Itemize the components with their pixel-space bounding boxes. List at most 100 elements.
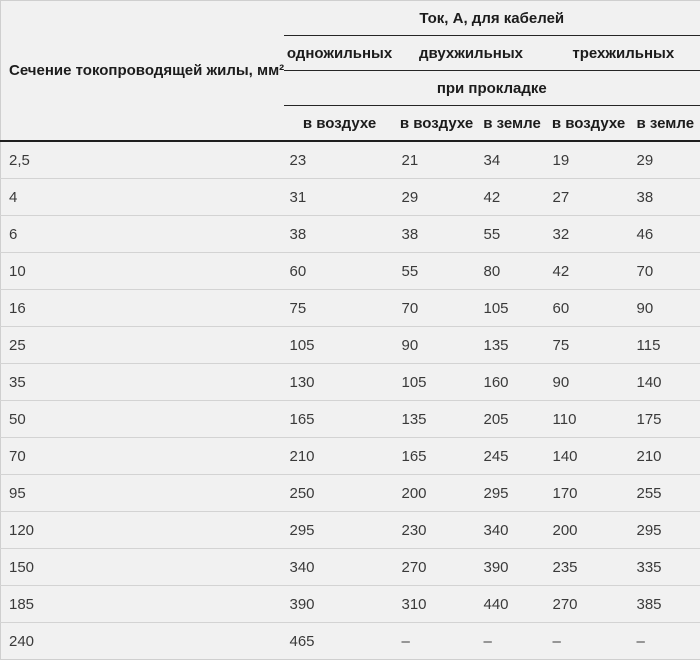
header-current-for-cables: Ток, А, для кабелей (284, 1, 700, 36)
current-value-cell: 23 (284, 141, 396, 179)
current-value-cell: 31 (284, 179, 396, 216)
current-value-cell: 135 (478, 327, 547, 364)
row-cross-section-cell: 185 (1, 586, 284, 623)
current-value-cell: 105 (396, 364, 478, 401)
current-value-cell: 38 (396, 216, 478, 253)
current-value-cell: 250 (284, 475, 396, 512)
current-value-cell: 32 (547, 216, 631, 253)
header-when-laying: при прокладке (284, 71, 700, 106)
current-value-cell: 27 (547, 179, 631, 216)
current-value-cell: 60 (547, 290, 631, 327)
current-value-cell: 340 (478, 512, 547, 549)
current-value-cell: 42 (478, 179, 547, 216)
current-value-cell: 340 (284, 549, 396, 586)
header-in-air-3: в воздухе (547, 106, 631, 142)
current-value-cell: 90 (631, 290, 700, 327)
current-value-cell: – (396, 623, 478, 660)
row-cross-section-cell: 150 (1, 549, 284, 586)
current-value-cell: 160 (478, 364, 547, 401)
row-cross-section-cell: 16 (1, 290, 284, 327)
current-value-cell: 335 (631, 549, 700, 586)
current-value-cell: 29 (396, 179, 478, 216)
current-value-cell: – (478, 623, 547, 660)
header-row-current: Сечение токопроводящей жилы, мм² Ток, А,… (1, 1, 700, 36)
current-value-cell: 210 (284, 438, 396, 475)
current-value-cell: – (631, 623, 700, 660)
current-value-cell: 270 (396, 549, 478, 586)
current-value-cell: 70 (631, 253, 700, 290)
current-value-cell: 295 (478, 475, 547, 512)
current-value-cell: 385 (631, 586, 700, 623)
current-value-cell: 135 (396, 401, 478, 438)
current-value-cell: 110 (547, 401, 631, 438)
current-value-cell: 165 (396, 438, 478, 475)
current-value-cell: 38 (284, 216, 396, 253)
current-value-cell: 21 (396, 141, 478, 179)
header-single-core: одножильных (284, 36, 396, 71)
corner-header-cross-section: Сечение токопроводящей жилы, мм² (1, 1, 284, 142)
row-cross-section-cell: 70 (1, 438, 284, 475)
current-value-cell: 38 (631, 179, 700, 216)
current-value-cell: 255 (631, 475, 700, 512)
current-value-cell: 75 (284, 290, 396, 327)
current-value-cell: 390 (284, 586, 396, 623)
table-header: Сечение токопроводящей жилы, мм² Ток, А,… (1, 1, 700, 142)
current-value-cell: 70 (396, 290, 478, 327)
current-value-cell: 245 (478, 438, 547, 475)
header-in-ground-1: в земле (478, 106, 547, 142)
current-value-cell: 29 (631, 141, 700, 179)
row-cross-section-cell: 10 (1, 253, 284, 290)
current-value-cell: – (547, 623, 631, 660)
current-value-cell: 230 (396, 512, 478, 549)
current-value-cell: 295 (631, 512, 700, 549)
row-cross-section-cell: 50 (1, 401, 284, 438)
current-value-cell: 42 (547, 253, 631, 290)
row-cross-section-cell: 4 (1, 179, 284, 216)
current-value-cell: 46 (631, 216, 700, 253)
current-value-cell: 55 (396, 253, 478, 290)
current-value-cell: 235 (547, 549, 631, 586)
current-value-cell: 80 (478, 253, 547, 290)
current-value-cell: 210 (631, 438, 700, 475)
current-value-cell: 19 (547, 141, 631, 179)
current-value-cell: 205 (478, 401, 547, 438)
current-value-cell: 175 (631, 401, 700, 438)
current-value-cell: 295 (284, 512, 396, 549)
current-value-cell: 465 (284, 623, 396, 660)
current-value-cell: 105 (478, 290, 547, 327)
row-cross-section-cell: 95 (1, 475, 284, 512)
current-value-cell: 165 (284, 401, 396, 438)
current-value-cell: 170 (547, 475, 631, 512)
row-cross-section-cell: 6 (1, 216, 284, 253)
header-in-air-1: в воздухе (284, 106, 396, 142)
row-cross-section-cell: 120 (1, 512, 284, 549)
current-value-cell: 310 (396, 586, 478, 623)
current-value-cell: 90 (547, 364, 631, 401)
current-value-cell: 34 (478, 141, 547, 179)
row-cross-section-cell: 240 (1, 623, 284, 660)
current-value-cell: 90 (396, 327, 478, 364)
current-value-cell: 60 (284, 253, 396, 290)
current-value-cell: 55 (478, 216, 547, 253)
current-value-cell: 440 (478, 586, 547, 623)
header-two-core: двухжильных (396, 36, 547, 71)
current-value-cell: 115 (631, 327, 700, 364)
header-in-air-2: в воздухе (396, 106, 478, 142)
current-value-cell: 270 (547, 586, 631, 623)
